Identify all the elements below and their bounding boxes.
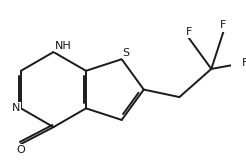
Text: F: F [186,27,192,37]
Text: S: S [123,48,130,58]
Text: F: F [242,58,246,68]
Text: N: N [12,103,20,113]
Text: F: F [220,20,227,30]
Text: O: O [17,145,25,155]
Text: NH: NH [55,41,72,51]
